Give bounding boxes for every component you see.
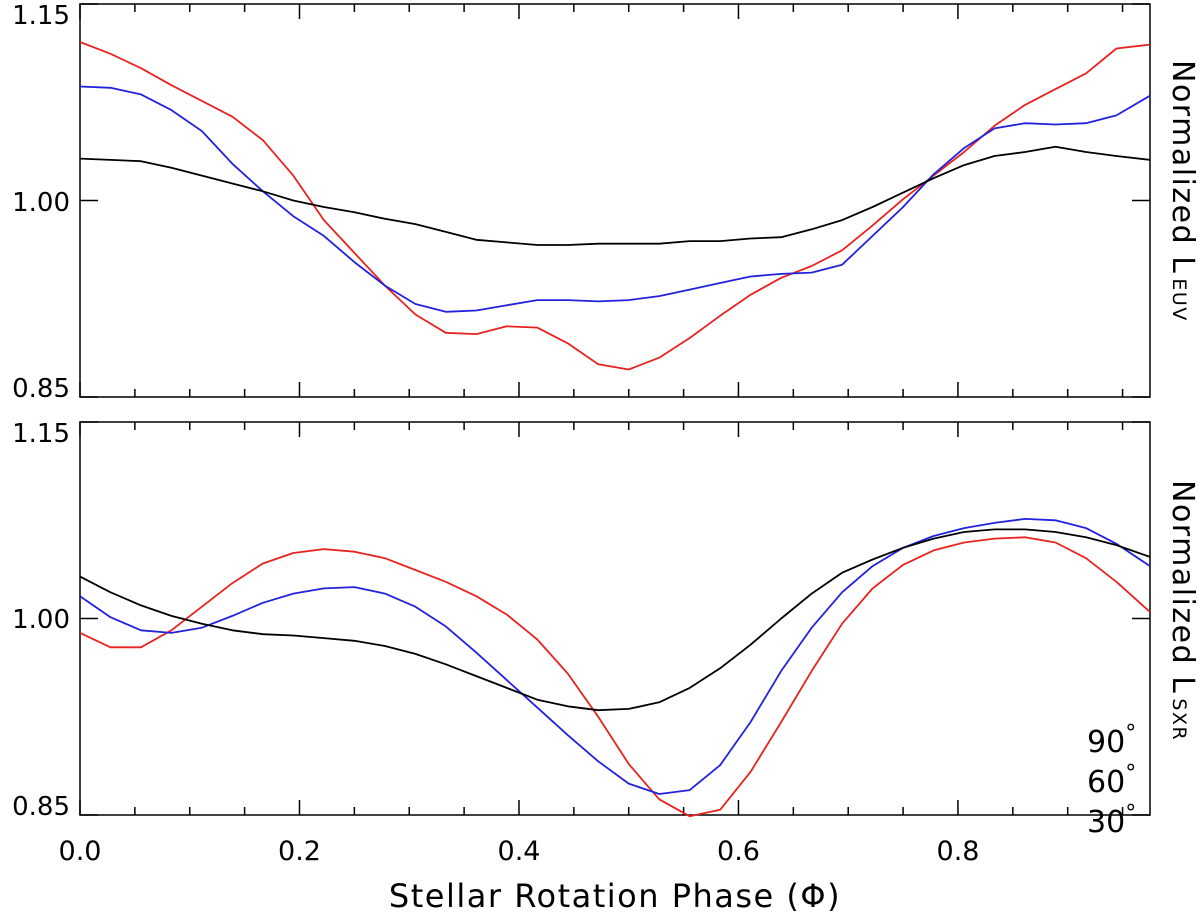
bottom-panel-lines: [79, 518, 1151, 818]
bottom-series-line-30deg: [79, 528, 1151, 712]
top-series-line-90deg: [79, 41, 1151, 371]
bottom-series-line-90deg: [79, 536, 1151, 818]
top-panel-lines: [79, 41, 1151, 371]
bottom-ytick-label-100: 1.00: [12, 605, 70, 635]
top-panel-frame: [79, 3, 1151, 398]
legend-degree-30: °: [1125, 801, 1136, 826]
top-ylabel-main: Normalized L: [1165, 60, 1200, 274]
top-panel: 1.15 1.00 0.85 Normalized L EUV: [12, 1, 1200, 404]
xtick-label-3: 0.6: [717, 836, 760, 867]
bottom-ytick-label-115: 1.15: [12, 419, 70, 449]
legend: 90° 60° 30°: [1087, 721, 1136, 840]
xtick-label-2: 0.4: [498, 836, 541, 867]
top-ytick-label-100: 1.00: [12, 188, 70, 218]
bottom-panel-ticks: [79, 421, 1150, 816]
bottom-ylabel-main: Normalized L: [1165, 480, 1200, 694]
legend-value-60: 60: [1087, 765, 1125, 800]
legend-label-60: 60°: [1087, 761, 1136, 800]
legend-label-90: 90°: [1087, 721, 1136, 760]
x-tick-labels: 0.0 0.2 0.4 0.6 0.8: [59, 836, 980, 867]
xtick-label-1: 0.2: [278, 836, 321, 867]
xtick-label-0: 0.0: [59, 836, 102, 867]
xtick-label-4: 0.8: [937, 836, 980, 867]
top-series-line-60deg: [79, 85, 1151, 313]
legend-value-30: 30: [1087, 805, 1125, 840]
top-ylabel: Normalized L EUV: [1165, 60, 1200, 322]
top-panel-ticks: [79, 3, 1150, 398]
top-series-line-30deg: [79, 145, 1151, 246]
x-axis-label: Stellar Rotation Phase (Φ): [389, 877, 841, 915]
bottom-series-line-60deg: [79, 518, 1151, 795]
legend-degree-90: °: [1125, 721, 1136, 746]
top-ytick-label-115: 1.15: [12, 1, 70, 31]
legend-value-90: 90: [1087, 725, 1125, 760]
legend-label-30: 30°: [1087, 801, 1136, 840]
bottom-ylabel: Normalized L SXR: [1165, 480, 1200, 741]
top-ytick-label-085: 0.85: [12, 374, 70, 404]
bottom-panel-frame: [79, 421, 1151, 816]
bottom-ytick-label-085: 0.85: [12, 792, 70, 822]
bottom-panel: 1.15 1.00 0.85 Normalized LSXR 90° 60° 3…: [12, 419, 1200, 840]
legend-degree-60: °: [1125, 761, 1136, 786]
bottom-ylabel-sub: SXR: [1168, 698, 1190, 741]
top-ylabel-sub: EUV: [1168, 278, 1190, 321]
